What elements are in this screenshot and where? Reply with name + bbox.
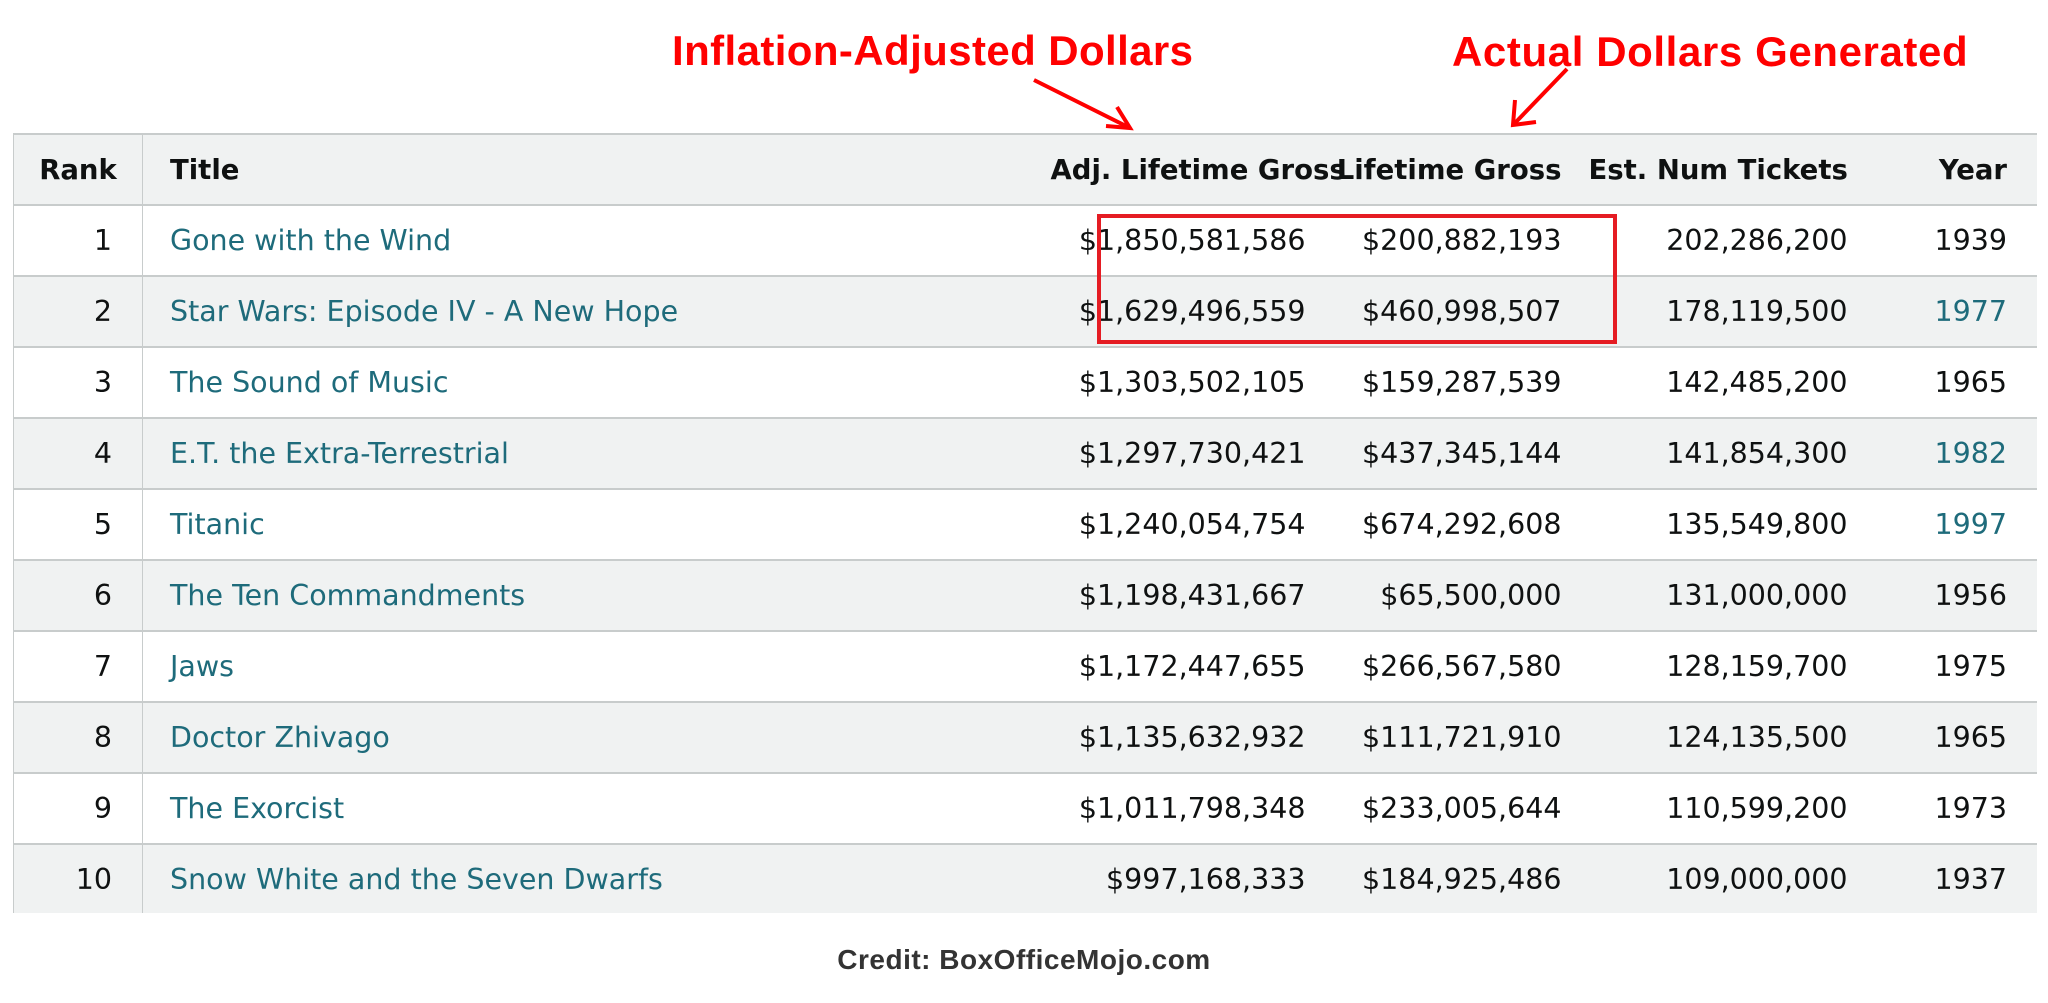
- year-cell: 1937: [1874, 844, 2037, 913]
- table-row: 2 Star Wars: Episode IV - A New Hope $1,…: [13, 276, 2037, 348]
- adj-gross-cell: $1,303,502,105: [1050, 347, 1333, 419]
- tickets-cell: 128,159,700: [1588, 631, 1875, 703]
- arrow-right: [1510, 67, 1569, 128]
- movie-title-link[interactable]: Star Wars: Episode IV - A New Hope: [170, 295, 679, 328]
- tickets-cell: 110,599,200: [1588, 773, 1875, 845]
- movie-title-link[interactable]: The Exorcist: [170, 792, 345, 825]
- tickets-cell: 109,000,000: [1588, 844, 1875, 913]
- header-lifetime-gross[interactable]: Lifetime Gross: [1332, 133, 1589, 206]
- table-row: 1 Gone with the Wind $1,850,581,586 $200…: [13, 205, 2037, 277]
- movie-title-link[interactable]: Titanic: [170, 508, 265, 541]
- adj-gross-cell: $1,297,730,421: [1050, 418, 1333, 490]
- table-row: 7 Jaws $1,172,447,655 $266,567,580 128,1…: [13, 631, 2037, 703]
- header-est-num-tickets[interactable]: Est. Num Tickets: [1588, 133, 1875, 206]
- year-cell: 1975: [1874, 631, 2037, 703]
- year-link[interactable]: 1982: [1874, 418, 2037, 490]
- year-cell: 1956: [1874, 560, 2037, 632]
- rank-cell: 5: [13, 489, 143, 561]
- gross-cell: $460,998,507: [1332, 276, 1589, 348]
- tickets-cell: 141,854,300: [1588, 418, 1875, 490]
- table-row: 9 The Exorcist $1,011,798,348 $233,005,6…: [13, 773, 2037, 845]
- gross-cell: $159,287,539: [1332, 347, 1589, 419]
- gross-cell: $674,292,608: [1332, 489, 1589, 561]
- year-cell: 1965: [1874, 702, 2037, 774]
- gross-cell: $437,345,144: [1332, 418, 1589, 490]
- table-row: 5 Titanic $1,240,054,754 $674,292,608 13…: [13, 489, 2037, 561]
- rank-cell: 4: [13, 418, 143, 490]
- rank-cell: 8: [13, 702, 143, 774]
- adj-gross-cell: $1,850,581,586: [1050, 205, 1333, 277]
- table-row: 3 The Sound of Music $1,303,502,105 $159…: [13, 347, 2037, 419]
- header-year[interactable]: Year: [1874, 133, 2037, 206]
- tickets-cell: 202,286,200: [1588, 205, 1875, 277]
- rank-cell: 6: [13, 560, 143, 632]
- tickets-cell: 142,485,200: [1588, 347, 1875, 419]
- gross-cell: $65,500,000: [1332, 560, 1589, 632]
- credit-text: Credit: BoxOfficeMojo.com: [837, 944, 1211, 975]
- rank-cell: 10: [13, 844, 143, 913]
- rank-cell: 1: [13, 205, 143, 277]
- adj-gross-cell: $1,198,431,667: [1050, 560, 1333, 632]
- table-row: 10 Snow White and the Seven Dwarfs $997,…: [13, 844, 2037, 913]
- rank-cell: 3: [13, 347, 143, 419]
- table-row: 6 The Ten Commandments $1,198,431,667 $6…: [13, 560, 2037, 632]
- annotation-actual-dollars: Actual Dollars Generated: [1452, 28, 1969, 75]
- movie-title-link[interactable]: E.T. the Extra-Terrestrial: [170, 437, 509, 470]
- header-adj-lifetime-gross[interactable]: Adj. Lifetime Gross: [1050, 133, 1346, 206]
- gross-cell: $266,567,580: [1332, 631, 1589, 703]
- adj-gross-cell: $1,011,798,348: [1050, 773, 1333, 845]
- adj-gross-cell: $1,629,496,559: [1050, 276, 1333, 348]
- arrow-left: [1033, 78, 1134, 131]
- gross-cell: $184,925,486: [1332, 844, 1589, 913]
- movie-title-link[interactable]: The Ten Commandments: [170, 579, 526, 612]
- tickets-cell: 131,000,000: [1588, 560, 1875, 632]
- box-office-table: Rank Title Adj. Lifetime Gross Lifetime …: [13, 133, 2037, 913]
- movie-title-link[interactable]: Snow White and the Seven Dwarfs: [170, 863, 663, 896]
- gross-cell: $200,882,193: [1332, 205, 1589, 277]
- gross-cell: $111,721,910: [1332, 702, 1589, 774]
- rank-cell: 2: [13, 276, 143, 348]
- movie-title-link[interactable]: Gone with the Wind: [170, 224, 452, 257]
- gross-cell: $233,005,644: [1332, 773, 1589, 845]
- year-link[interactable]: 1997: [1874, 489, 2037, 561]
- tickets-cell: 124,135,500: [1588, 702, 1875, 774]
- adj-gross-cell: $1,172,447,655: [1050, 631, 1333, 703]
- header-title[interactable]: Title: [142, 133, 1051, 206]
- adj-gross-cell: $997,168,333: [1050, 844, 1333, 913]
- rank-cell: 9: [13, 773, 143, 845]
- year-link[interactable]: 1977: [1874, 276, 2037, 348]
- tickets-cell: 178,119,500: [1588, 276, 1875, 348]
- table-row: 4 E.T. the Extra-Terrestrial $1,297,730,…: [13, 418, 2037, 490]
- adj-gross-cell: $1,135,632,932: [1050, 702, 1333, 774]
- year-cell: 1939: [1874, 205, 2037, 277]
- annotation-inflation-adjusted: Inflation-Adjusted Dollars: [672, 27, 1194, 74]
- movie-title-link[interactable]: The Sound of Music: [170, 366, 449, 399]
- adj-gross-cell: $1,240,054,754: [1050, 489, 1333, 561]
- year-cell: 1965: [1874, 347, 2037, 419]
- tickets-cell: 135,549,800: [1588, 489, 1875, 561]
- box-office-table-container: Rank Title Adj. Lifetime Gross Lifetime …: [13, 133, 2037, 913]
- year-cell: 1973: [1874, 773, 2037, 845]
- table-row: 8 Doctor Zhivago $1,135,632,932 $111,721…: [13, 702, 2037, 774]
- table-header-row: Rank Title Adj. Lifetime Gross Lifetime …: [13, 133, 2037, 206]
- rank-cell: 7: [13, 631, 143, 703]
- movie-title-link[interactable]: Jaws: [170, 650, 235, 683]
- movie-title-link[interactable]: Doctor Zhivago: [170, 721, 390, 754]
- header-rank[interactable]: Rank: [13, 133, 143, 206]
